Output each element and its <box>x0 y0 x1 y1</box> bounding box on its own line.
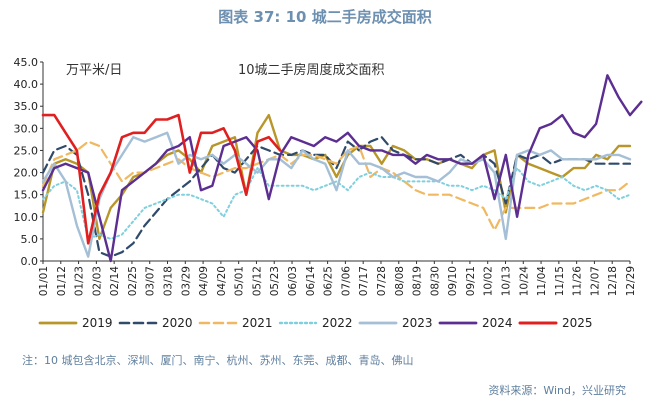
x-tick-label: 10/02 <box>483 266 495 296</box>
y-tick-label: 35.0 <box>14 100 39 113</box>
y-axis-label: 万平米/日 <box>66 63 122 78</box>
x-tick-label: 04/09 <box>198 266 210 296</box>
series-line-2025 <box>41 113 282 245</box>
x-tick-label: 02/03 <box>91 266 103 296</box>
series-line-2021 <box>41 140 632 232</box>
footnote: 注：10 城包含北京、深圳、厦门、南宁、杭州、苏州、东莞、成都、青岛、佛山 <box>22 354 414 367</box>
x-tick-label: 01/01 <box>38 266 50 296</box>
legend-label-2024: 2024 <box>482 316 513 330</box>
x-tick-label: 01/12 <box>56 266 68 296</box>
y-tick-label: 25.0 <box>14 144 39 157</box>
x-tick-label: 11/04 <box>536 266 548 297</box>
x-tick-label: 02/25 <box>127 266 139 296</box>
x-tick-label: 05/12 <box>251 266 263 296</box>
series-layer <box>41 74 643 263</box>
y-tick-label: 15.0 <box>14 189 39 202</box>
legend-label-2019: 2019 <box>82 316 113 330</box>
y-tick-label: 0.0 <box>21 255 39 268</box>
y-tick-label: 20.0 <box>14 167 39 180</box>
x-tick-label: 08/19 <box>412 266 424 296</box>
source-note: 资料来源：Wind，兴业研究 <box>488 384 626 397</box>
x-tick-label: 05/01 <box>234 266 246 296</box>
legend-label-2020: 2020 <box>162 316 193 330</box>
x-tick-label: 09/21 <box>465 266 477 296</box>
x-tick-label: 04/20 <box>216 266 228 296</box>
legend-label-2021: 2021 <box>242 316 273 330</box>
series-line-2023 <box>41 131 632 258</box>
x-tick-label: 03/29 <box>180 266 192 296</box>
legend: 2019 2020 2021 2022 2023 2024 2025 <box>38 316 593 330</box>
x-tick-label: 01/23 <box>74 266 86 296</box>
x-tick-label: 12/29 <box>625 266 637 296</box>
x-tick-label: 07/28 <box>376 266 388 296</box>
x-tick-label: 08/30 <box>429 266 441 296</box>
x-tick-label: 12/18 <box>607 266 619 296</box>
x-tick-label: 12/07 <box>589 266 601 296</box>
axes-layer: 0.0 5.0 10.0 15.0 20.0 25.0 30.0 35.0 40.0 45.0 01… <box>14 56 638 296</box>
x-tick-label: 05/23 <box>269 266 281 296</box>
x-tick-label: 11/15 <box>554 266 566 296</box>
x-tick-label: 02/14 <box>109 266 121 297</box>
x-tick-label: 09/10 <box>447 266 459 296</box>
y-tick-label: 45.0 <box>14 56 39 69</box>
x-tick-label: 10/24 <box>518 266 530 297</box>
x-tick-label: 03/07 <box>145 266 157 296</box>
x-tick-label: 06/14 <box>305 266 317 297</box>
y-tick-label: 30.0 <box>14 122 39 135</box>
series-line-2024 <box>41 74 643 263</box>
series-line-2020 <box>41 136 632 258</box>
x-tick-label: 07/06 <box>340 266 352 297</box>
legend-label-2022: 2022 <box>322 316 353 330</box>
y-tick-label: 10.0 <box>14 211 39 224</box>
series-line-2022 <box>42 167 631 240</box>
x-tick-label: 10/13 <box>500 266 512 296</box>
legend-label-2025: 2025 <box>562 316 593 330</box>
legend-label-2023: 2023 <box>402 316 433 330</box>
y-tick-label: 40.0 <box>14 78 39 91</box>
x-tick-label: 06/25 <box>323 266 335 296</box>
x-tick-label: 07/17 <box>358 266 370 296</box>
x-tick-label: 03/18 <box>163 266 175 296</box>
y-tick-label: 5.0 <box>21 233 39 246</box>
chart-title: 10城二手房周度成交面积 <box>238 62 385 78</box>
figure-title: 图表 37: 10 城二手房成交面积 <box>218 8 432 26</box>
x-tick-label: 08/08 <box>394 266 406 296</box>
x-tick-label: 11/26 <box>572 266 584 297</box>
x-tick-label: 06/03 <box>287 266 299 296</box>
